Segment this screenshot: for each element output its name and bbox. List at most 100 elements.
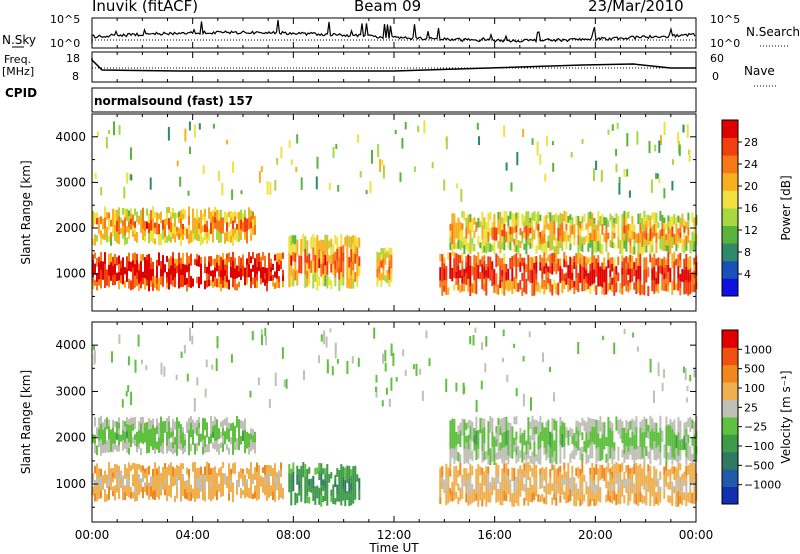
- heatmap-cell: [170, 212, 172, 218]
- heatmap-cell: [559, 435, 562, 446]
- heatmap-cell: [198, 433, 200, 441]
- heatmap-cell: [98, 423, 100, 430]
- heatmap-cell: [621, 255, 624, 263]
- heatmap-cell: [457, 272, 460, 279]
- heatmap-cell: [631, 445, 634, 460]
- heatmap-cell: [216, 445, 218, 452]
- heatmap-cell: [479, 466, 482, 476]
- heatmap-cell: [528, 331, 531, 338]
- heatmap-cell: [626, 133, 629, 147]
- heatmap-cell: [491, 233, 494, 240]
- heatmap-cell: [276, 472, 278, 479]
- heatmap-cell: [635, 427, 638, 439]
- heatmap-cell: [595, 258, 598, 268]
- heatmap-cell: [663, 466, 666, 475]
- heatmap-cell: [224, 431, 226, 439]
- heatmap-cell: [553, 220, 556, 228]
- heatmap-cell: [577, 440, 580, 451]
- heatmap-cell: [188, 271, 190, 280]
- heatmap-cell: [665, 471, 668, 480]
- heatmap-cell: [120, 268, 122, 276]
- heatmap-cell: [663, 273, 666, 280]
- heatmap-cell: [336, 492, 339, 502]
- heatmap-cell: [631, 223, 634, 232]
- heatmap-cell: [571, 265, 574, 274]
- heatmap-cell: [641, 284, 644, 295]
- heatmap-cell: [505, 475, 508, 483]
- heatmap-cell: [449, 463, 452, 471]
- heatmap-cell: [154, 443, 156, 449]
- heatmap-cell: [200, 474, 202, 484]
- heatmap-cell: [266, 283, 268, 292]
- heatmap-cell: [128, 473, 130, 481]
- heatmap-cell: [685, 450, 688, 458]
- heatmap-cell: [611, 465, 614, 473]
- heatmap-cell: [352, 261, 355, 271]
- heatmap-cell: [144, 225, 146, 232]
- heatmap-cell: [543, 252, 546, 260]
- heatmap-cell: [513, 343, 516, 348]
- heatmap-cell: [146, 264, 148, 271]
- heatmap-cell: [461, 260, 464, 269]
- heatmap-cell: [348, 472, 351, 480]
- heatmap-cell: [481, 239, 484, 254]
- heatmap-cell: [509, 448, 512, 458]
- heatmap-cell: [238, 271, 240, 277]
- heatmap-cell: [565, 487, 568, 496]
- heatmap-cell: [268, 489, 270, 498]
- heatmap-cell: [298, 255, 301, 273]
- heatmap-cell: [166, 431, 168, 440]
- heatmap-cell: [172, 274, 174, 281]
- heatmap-cell: [272, 275, 274, 282]
- heatmap-cell: [114, 485, 116, 494]
- heatmap-cell: [136, 266, 138, 274]
- heatmap-cell: [515, 238, 518, 246]
- heatmap-cell: [597, 278, 600, 287]
- heatmap-cell: [593, 283, 596, 291]
- heatmap-cell: [597, 433, 600, 448]
- heatmap-cell: [621, 428, 624, 436]
- heatmap-cell: [457, 232, 460, 242]
- heatmap-cell: [677, 462, 680, 478]
- heatmap-cell: [627, 235, 630, 243]
- heatmap-cell: [509, 242, 512, 251]
- heatmap-cell: [457, 470, 460, 478]
- heatmap-cell: [137, 334, 140, 347]
- heatmap-cell: [324, 265, 327, 276]
- heatmap-cell: [541, 494, 544, 502]
- heatmap-cell: [316, 253, 319, 273]
- heatmap-cell: [212, 426, 214, 433]
- heatmap-cell: [240, 190, 243, 195]
- heatmap-cell: [653, 498, 656, 506]
- heatmap-cell: [302, 462, 305, 478]
- heatmap-cell: [170, 256, 172, 267]
- heatmap-cell: [342, 261, 345, 270]
- heatmap-cell: [184, 274, 186, 286]
- heatmap-cell: [579, 447, 582, 461]
- heatmap-cell: [443, 274, 446, 281]
- heatmap-cell: [627, 451, 630, 460]
- heatmap-cell: [170, 469, 172, 477]
- heatmap-cell: [545, 273, 548, 280]
- heatmap-cell: [280, 490, 282, 498]
- heatmap-cell: [184, 480, 186, 491]
- heatmap-cell: [453, 488, 456, 501]
- heatmap-cell: [140, 429, 142, 437]
- heatmap-cell: [559, 258, 562, 267]
- heatmap-cell: [322, 262, 325, 275]
- heatmap-cell: [605, 466, 608, 475]
- heatmap-cell: [543, 266, 546, 274]
- heatmap-cell: [557, 467, 560, 477]
- heatmap-cell: [667, 221, 670, 229]
- heatmap-cell: [204, 418, 206, 425]
- heatmap-cell: [545, 428, 548, 435]
- heatmap-cell: [248, 218, 250, 230]
- heatmap-cell: [236, 480, 238, 488]
- heatmap-cell: [663, 284, 666, 291]
- heatmap-cell: [182, 252, 184, 265]
- heatmap-cell: [116, 464, 118, 472]
- heatmap-cell: [260, 475, 262, 487]
- heatmap-cell: [685, 397, 688, 403]
- velocity-y-tick-label: 1000: [55, 477, 86, 491]
